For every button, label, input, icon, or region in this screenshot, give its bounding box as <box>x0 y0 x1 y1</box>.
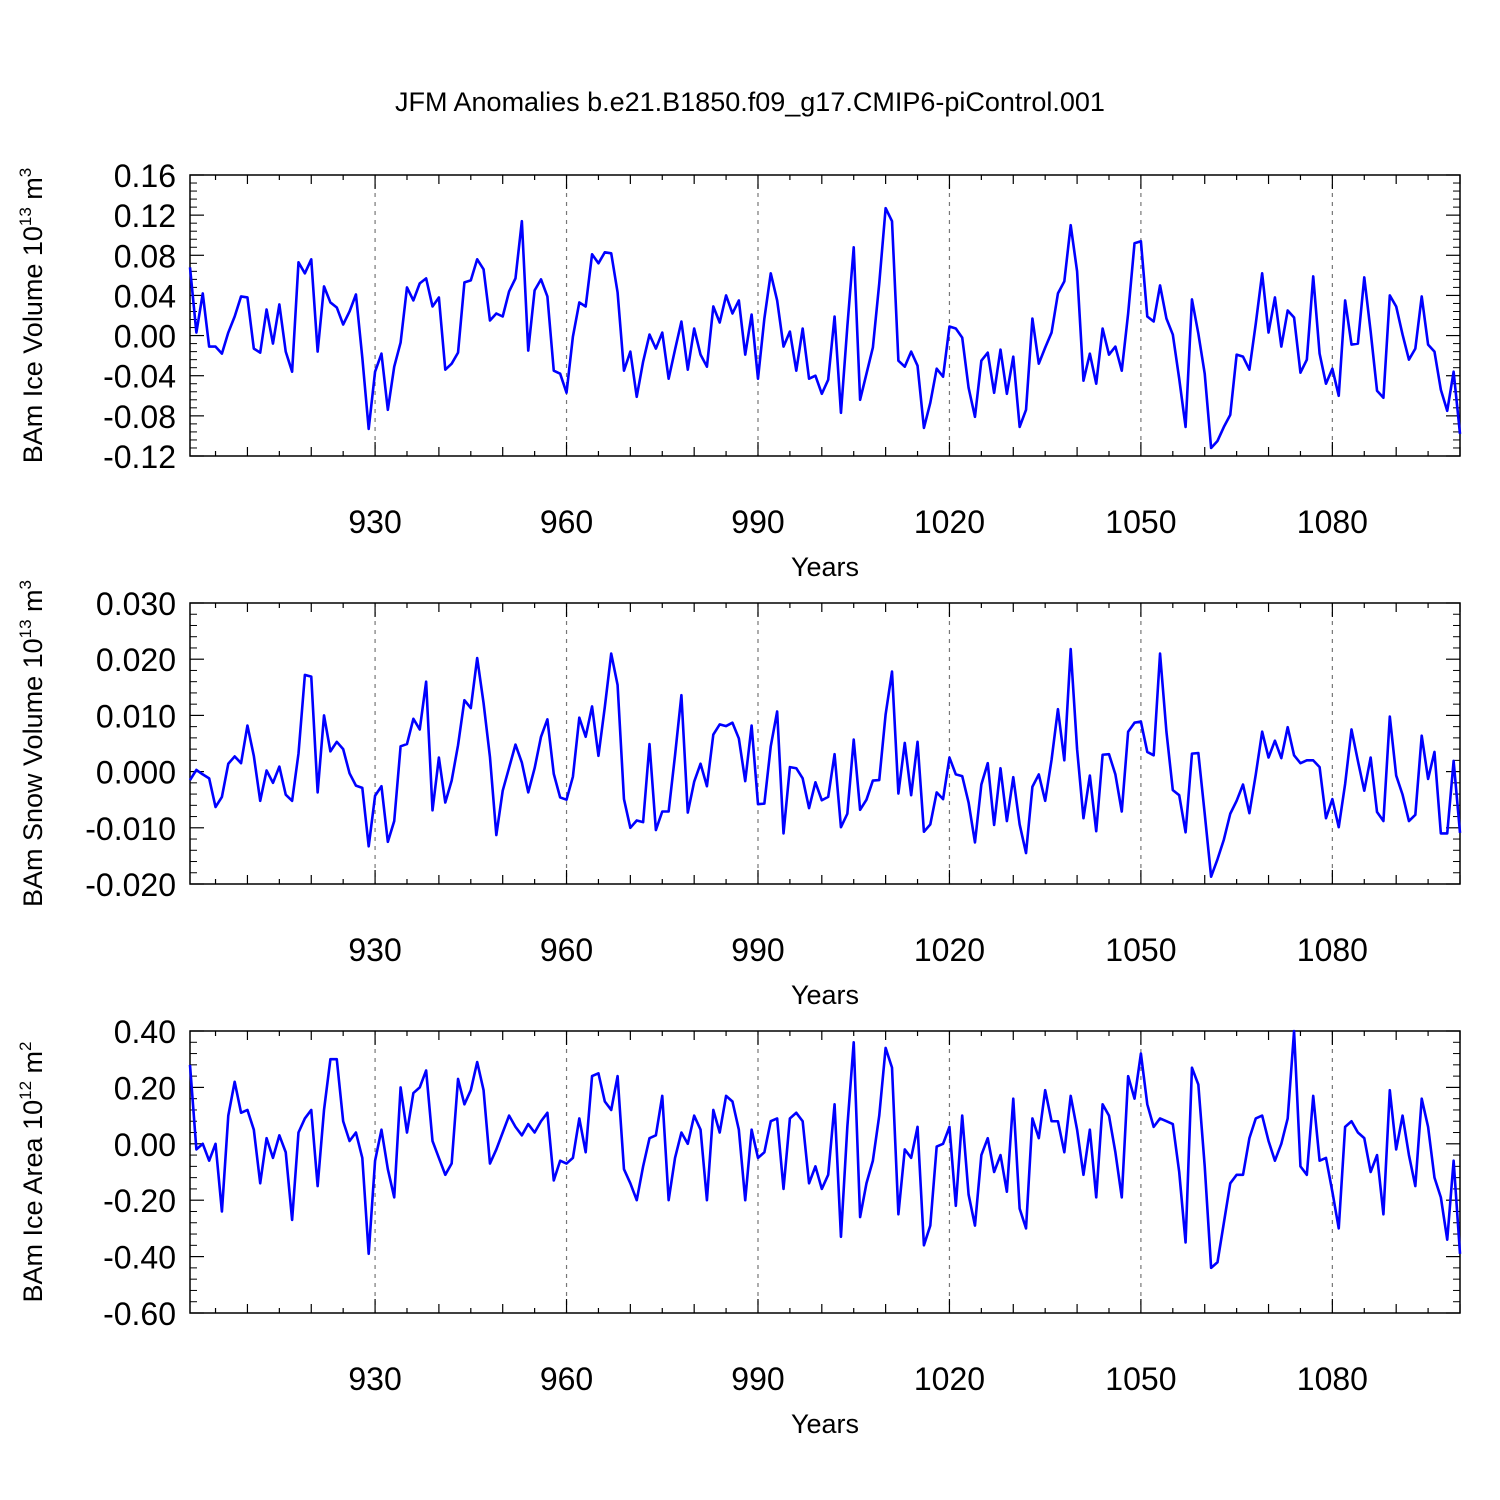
y-tick-label: 0.16 <box>114 158 176 194</box>
x-tick-label: 1020 <box>914 1361 985 1397</box>
y-tick-label: 0.000 <box>96 755 176 791</box>
y-tick-label: 0.010 <box>96 698 176 734</box>
y-tick-label: 0.00 <box>114 319 176 355</box>
x-axis-label: Years <box>791 1409 859 1439</box>
x-tick-label: 1050 <box>1105 504 1176 540</box>
y-tick-label: 0.40 <box>114 1014 176 1050</box>
x-tick-label: 1050 <box>1105 932 1176 968</box>
x-tick-label: 930 <box>348 932 401 968</box>
x-tick-label: 1080 <box>1297 504 1368 540</box>
x-tick-label: 1020 <box>914 504 985 540</box>
x-tick-label: 1080 <box>1297 932 1368 968</box>
y-tick-label: -0.40 <box>103 1240 176 1276</box>
y-tick-label: -0.04 <box>103 359 176 395</box>
y-tick-label: 0.12 <box>114 198 176 234</box>
series-line <box>188 647 1462 878</box>
x-tick-label: 990 <box>731 1361 784 1397</box>
x-tick-label: 990 <box>731 504 784 540</box>
y-axis-label: BAm Snow Volume 1013 m3 <box>16 580 48 907</box>
y-tick-label: -0.020 <box>85 867 176 903</box>
x-axis-label: Years <box>791 980 859 1010</box>
x-tick-label: 1080 <box>1297 1361 1368 1397</box>
chart-title: JFM Anomalies b.e21.B1850.f09_g17.CMIP6-… <box>395 87 1105 117</box>
series-line <box>188 206 1462 450</box>
y-tick-label: 0.020 <box>96 642 176 678</box>
y-tick-label: -0.12 <box>103 439 176 475</box>
plot-frame <box>189 1030 1461 1314</box>
plot-frame <box>189 602 1461 885</box>
x-tick-label: 1020 <box>914 932 985 968</box>
x-tick-label: 960 <box>540 504 593 540</box>
panel-2: -0.020 -0.010 0.000 0.010 0.020 0.030 930 960 99… <box>16 580 1462 1010</box>
y-tick-label: 0.030 <box>96 586 176 622</box>
x-axis-label: Years <box>791 552 859 582</box>
y-tick-label: -0.08 <box>103 399 176 435</box>
panel-3: -0.60 -0.40 -0.20 0.00 0.20 0.40 930 960 990 1020… <box>16 1014 1462 1439</box>
x-tick-label: 960 <box>540 1361 593 1397</box>
y-tick-label: -0.60 <box>103 1296 176 1332</box>
x-tick-label: 930 <box>348 1361 401 1397</box>
y-tick-label: 0.20 <box>114 1070 176 1106</box>
y-tick-label: 0.00 <box>114 1127 176 1163</box>
y-tick-label: 0.04 <box>114 278 176 314</box>
x-tick-label: 960 <box>540 932 593 968</box>
y-axis-label: BAm Ice Volume 1013 m3 <box>16 168 48 464</box>
panel-1: -0.12 -0.08 -0.04 0.00 0.04 0.08 0.12 0.16 930 96… <box>16 158 1462 582</box>
x-tick-label: 990 <box>731 932 784 968</box>
y-axis-label: BAm Ice Area 1012 m2 <box>16 1042 48 1303</box>
x-tick-label: 1050 <box>1105 1361 1176 1397</box>
y-tick-label: -0.20 <box>103 1183 176 1219</box>
y-tick-label: 0.08 <box>114 238 176 274</box>
y-tick-label: -0.010 <box>85 811 176 847</box>
plot-frame <box>189 174 1461 457</box>
x-tick-label: 930 <box>348 504 401 540</box>
series-line <box>188 1029 1462 1270</box>
